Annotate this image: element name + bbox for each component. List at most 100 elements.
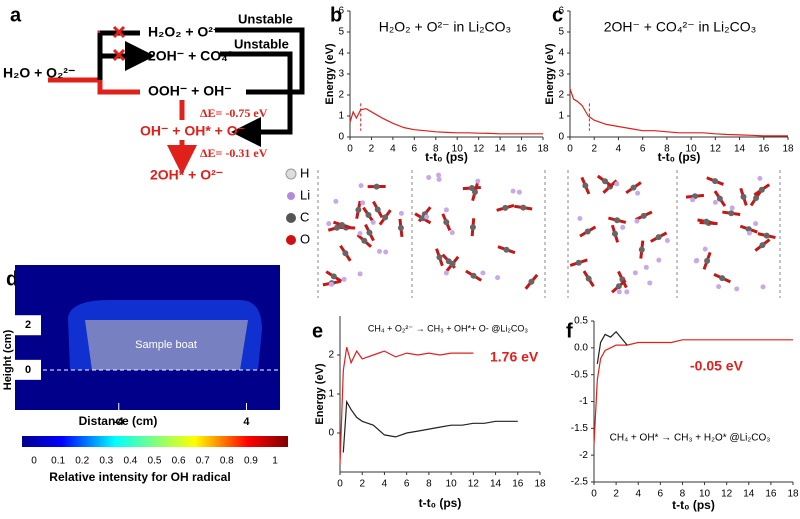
- atom: [616, 283, 622, 289]
- colorbar-tick-label: 0.6: [172, 456, 186, 467]
- x-tick-label: 2: [613, 489, 619, 500]
- atom: [495, 275, 500, 280]
- atom: [585, 229, 591, 235]
- y-axis-title: Height (cm): [2, 329, 14, 390]
- x-tick-label: 8: [426, 479, 432, 490]
- series-line: [597, 332, 627, 364]
- atom: [358, 231, 363, 236]
- atom: [647, 280, 652, 285]
- atom: [761, 284, 766, 289]
- colorbar-tick-label: 0.1: [51, 456, 65, 467]
- atom: [331, 273, 337, 279]
- colorbar-tick-label: 0.8: [220, 456, 234, 467]
- atom: [703, 219, 709, 225]
- atom: [582, 183, 588, 189]
- atom: [641, 213, 647, 219]
- atom: [436, 173, 441, 178]
- annotation: Sample boat: [135, 339, 197, 351]
- y-tick-label: 4: [338, 48, 344, 59]
- y-tick-label: 1: [338, 111, 344, 122]
- atom: [377, 249, 382, 254]
- atom: [704, 258, 710, 264]
- x-tick-label: 16: [758, 144, 770, 155]
- y-tick-label: 6: [558, 6, 564, 17]
- atom: [614, 181, 619, 186]
- atom: [382, 214, 388, 220]
- y-tick-label: 1: [328, 389, 334, 400]
- x-tick-label: 4: [635, 489, 641, 500]
- atom: [339, 222, 345, 228]
- colorbar-tick-label: 0.5: [148, 456, 162, 467]
- x-tick-label: 6: [404, 479, 410, 490]
- atom: [342, 250, 348, 256]
- atom: [576, 260, 582, 266]
- colorbar-tick-label: 0.9: [244, 456, 258, 467]
- atom: [717, 196, 723, 202]
- legend-swatch: [286, 169, 296, 179]
- atom: [366, 230, 372, 236]
- x-tick-label: 18: [782, 144, 794, 155]
- colorbar-tick-label: 0.4: [123, 456, 137, 467]
- x-tick-label: 18: [537, 144, 549, 155]
- atom: [502, 205, 508, 211]
- atom: [511, 189, 516, 194]
- atom: [444, 207, 449, 212]
- atom: [358, 271, 363, 276]
- x-tick-label: 0: [567, 144, 573, 155]
- atom: [375, 206, 381, 212]
- x-tick-label: 12: [473, 144, 485, 155]
- y-tick-label: -2.5: [571, 477, 589, 488]
- atom: [426, 175, 431, 180]
- atom: [450, 230, 455, 235]
- atom: [631, 185, 637, 191]
- colorbar-title: Relative intensity for OH radical: [49, 470, 230, 484]
- atom: [602, 178, 608, 184]
- colorbar-tick-label: 0: [31, 456, 37, 467]
- colorbar-tick-label: 0.7: [196, 456, 210, 467]
- atom: [436, 254, 442, 260]
- y-tick-label: -1.5: [571, 423, 589, 434]
- y-axis-title: Energy (eV): [544, 43, 556, 104]
- x-tick-label: 16: [765, 489, 777, 500]
- x-tick-label: 14: [495, 144, 507, 155]
- x-tick-label: 18: [534, 479, 546, 490]
- x-tick-label: 6: [412, 144, 418, 155]
- y-tick-label: 5: [338, 27, 344, 38]
- legend-swatch: [287, 192, 295, 200]
- atom: [730, 205, 735, 210]
- x-axis-title: t-t₀ (ps): [425, 150, 468, 164]
- atom: [355, 207, 361, 213]
- note: Unstable: [238, 11, 293, 26]
- colorbar-tick-label: 0.3: [99, 456, 113, 467]
- x-tick-label: 0: [347, 144, 353, 155]
- series-line: [350, 109, 543, 134]
- legend-label: O: [300, 231, 310, 246]
- x-axis-title: t-t₀ (ps): [672, 498, 715, 512]
- atom: [759, 242, 765, 248]
- atom: [475, 179, 480, 184]
- y-tick-label: 6: [338, 6, 344, 17]
- structures: H Li C O: [286, 165, 780, 298]
- atom: [633, 270, 638, 275]
- atom: [359, 183, 364, 188]
- x-tick-label: 12: [468, 479, 480, 490]
- note: Unstable: [234, 36, 289, 51]
- product: 2OH* + O²⁻: [150, 167, 223, 183]
- product: OH⁻ + OH* + O⁻: [140, 123, 245, 139]
- atom: [450, 261, 456, 267]
- atom: [399, 211, 404, 216]
- x-tick-label: 14: [743, 489, 755, 500]
- x-tick-label: 6: [658, 489, 664, 500]
- atom: [712, 178, 718, 184]
- chart-title: 2OH⁻ + CO₄²⁻ in Li₂CO₃: [604, 19, 757, 35]
- atom: [694, 258, 699, 263]
- atom: [719, 275, 725, 281]
- legend-label: Li: [300, 187, 310, 202]
- atom: [741, 194, 747, 200]
- atom: [361, 238, 367, 244]
- y-tick-label: 3: [558, 69, 564, 80]
- colorbar-tick-label: 0.2: [75, 456, 89, 467]
- atom: [503, 247, 509, 253]
- y-tick-label: 0.0: [574, 342, 588, 353]
- y-tick-label: 0: [25, 364, 31, 376]
